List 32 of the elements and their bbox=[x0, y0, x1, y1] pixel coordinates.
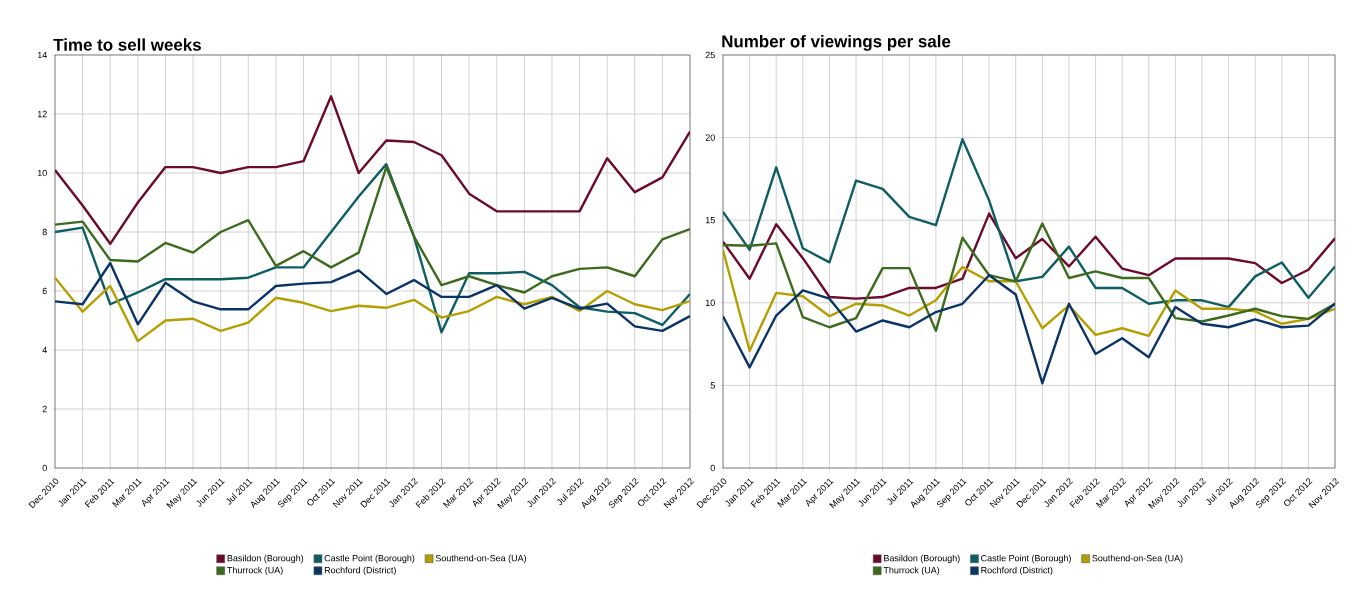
line-series bbox=[723, 138, 1336, 309]
y-tick-label: 12 bbox=[37, 110, 47, 118]
y-tick-label: 4 bbox=[42, 346, 47, 354]
legend-label: Castle Point (Borough) bbox=[981, 554, 1071, 564]
y-tick-label: 10 bbox=[37, 169, 47, 177]
line-series bbox=[55, 276, 690, 343]
y-tick-label: 20 bbox=[705, 134, 715, 141]
legend-label: Southend-on-Sea (UA) bbox=[1092, 554, 1183, 564]
legend-label: Castle Point (Borough) bbox=[324, 554, 415, 564]
y-tick-label: 6 bbox=[42, 287, 47, 295]
line-series bbox=[723, 248, 1336, 352]
chart-title: Time to sell weeks bbox=[53, 38, 201, 51]
y-tick-label: 0 bbox=[710, 464, 715, 472]
y-tick-label: 25 bbox=[705, 51, 715, 59]
y-tick-label: 5 bbox=[710, 382, 715, 389]
legend-label: Thurrock (UA) bbox=[883, 566, 940, 576]
y-tick-label: 14 bbox=[37, 51, 47, 59]
chart-title: Number of viewings per sale bbox=[722, 34, 951, 51]
legend-label: Basildon (Borough) bbox=[884, 554, 960, 564]
y-tick-label: 2 bbox=[42, 405, 47, 413]
legend-label: Basildon (Borough) bbox=[227, 554, 304, 564]
line-series bbox=[55, 165, 690, 294]
y-tick-label: 10 bbox=[705, 299, 715, 306]
legend-label: Thurrock (UA) bbox=[227, 566, 283, 576]
legend-label: Rochford (District) bbox=[324, 566, 396, 576]
y-tick-label: 0 bbox=[42, 464, 47, 472]
y-tick-label: 15 bbox=[705, 217, 715, 224]
line-series bbox=[723, 274, 1336, 385]
line-series bbox=[55, 261, 690, 333]
legend-label: Southend-on-Sea (UA) bbox=[435, 554, 526, 564]
legend-label: Rochford (District) bbox=[981, 566, 1053, 576]
y-tick-label: 8 bbox=[42, 228, 47, 236]
